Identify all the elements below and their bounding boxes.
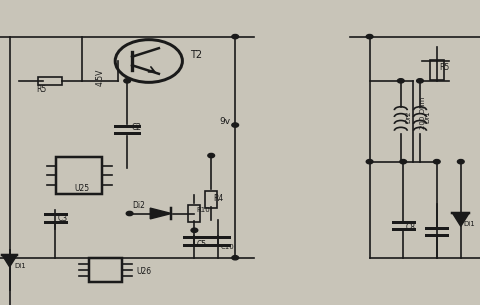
Circle shape — [366, 160, 373, 164]
Circle shape — [208, 153, 215, 158]
Polygon shape — [150, 208, 171, 219]
Text: Di1: Di1 — [14, 264, 26, 269]
Text: C2: C2 — [132, 123, 142, 132]
Circle shape — [232, 256, 239, 260]
Text: U25: U25 — [74, 184, 90, 193]
Polygon shape — [2, 255, 17, 267]
Text: C5: C5 — [197, 240, 207, 249]
Bar — [57, 157, 102, 194]
Bar — [38, 77, 62, 84]
Text: Dr1: Dr1 — [425, 110, 431, 123]
Circle shape — [126, 211, 133, 216]
Text: 200 Ohm: 200 Ohm — [420, 97, 426, 129]
Text: R5: R5 — [36, 84, 46, 94]
Bar — [188, 205, 201, 222]
Text: Di1: Di1 — [463, 221, 475, 227]
Text: R10: R10 — [197, 207, 211, 213]
Text: C3: C3 — [58, 214, 68, 223]
Bar — [205, 192, 217, 208]
Circle shape — [232, 123, 239, 127]
Text: U26: U26 — [137, 267, 152, 277]
Text: T2: T2 — [190, 50, 202, 60]
Circle shape — [397, 79, 404, 83]
Text: R5: R5 — [439, 63, 449, 72]
Circle shape — [457, 160, 464, 164]
Text: C8: C8 — [406, 223, 416, 232]
Circle shape — [417, 79, 423, 83]
Circle shape — [366, 34, 373, 39]
Circle shape — [433, 160, 440, 164]
Text: Dr2: Dr2 — [406, 110, 411, 123]
Circle shape — [191, 228, 198, 232]
Text: Di2: Di2 — [132, 201, 145, 210]
Polygon shape — [452, 213, 469, 226]
Bar — [89, 258, 122, 282]
Circle shape — [124, 79, 131, 83]
Bar — [430, 60, 444, 80]
Text: R4: R4 — [214, 194, 224, 203]
Circle shape — [232, 34, 239, 39]
Text: C10: C10 — [221, 244, 235, 249]
Circle shape — [400, 160, 407, 164]
Text: 4.5V: 4.5V — [96, 69, 105, 86]
Text: 9v: 9v — [219, 117, 230, 126]
